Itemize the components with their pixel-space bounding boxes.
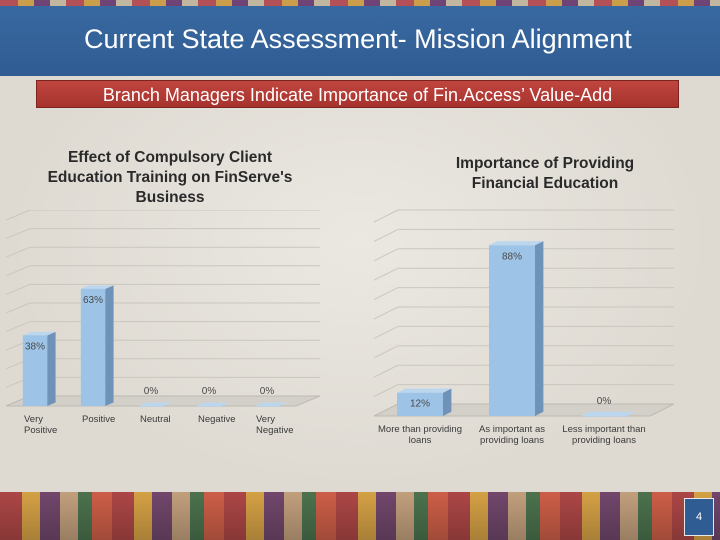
page-number-box: 4 [684,498,714,536]
chart1-side-gridline [5,302,31,314]
banner-text: Branch Managers Indicate Importance of F… [102,85,613,105]
chart2-side-gridline [373,228,399,242]
chart1-education-training-effect: 38% Very Positive 63% Positive 0% Neutral 0% Neg… [5,210,321,436]
chart1-category-label: Negative [198,414,236,425]
chart1-value-label: 38% [25,341,45,352]
page-number: 4 [695,511,703,523]
chart1-side-gridline [5,228,31,240]
chart1-value-label: 0% [260,386,275,397]
chart2-value-label: 0% [597,396,612,407]
chart2-side-gridline [373,248,399,262]
chart2-category-label: As important as providing loans [479,424,545,446]
slide-title: Current State Assessment- Mission Alignm… [84,24,632,54]
chart1-side-gridline [5,283,31,295]
chart2-side-gridline [373,364,399,378]
chart1-bar [196,402,230,407]
chart2-bar [581,411,636,417]
chart1-bar [138,402,172,407]
chart2-bar [489,241,544,416]
chart1-side-gridline [5,210,31,221]
chart1-value-label: 0% [144,386,159,397]
chart1-category-label: Very Negative [256,414,294,436]
chart2-value-label: 12% [410,399,430,410]
chart2-side-gridline [373,306,399,320]
chart2-value-label: 88% [502,251,522,262]
chart2-category-label: More than providing loans [378,424,462,446]
footer-shade [0,492,720,540]
chart2-bar [397,388,452,416]
chart2-category-label: Less important than providing loans [562,424,645,446]
chart1-title: Effect of Compulsory Client Education Tr… [47,149,293,206]
chart2-financial-education-importance: 12% More than providing loans 88% As importa… [373,209,675,446]
chart1-value-label: 63% [83,295,103,306]
chart1-category-label: Neutral [140,414,171,425]
header-photo-strip [0,0,720,6]
chart2-side-gridline [373,345,399,359]
chart1-side-gridline [5,321,31,333]
chart1-side-gridline [5,246,31,258]
chart1-bar [254,402,288,407]
chart2-side-gridline [373,384,399,398]
header-bar: Current State Assessment- Mission Alignm… [0,0,720,76]
chart1-bar [22,331,56,406]
chart1-bar [80,285,114,406]
chart2-side-gridline [373,325,399,339]
chart2-title: Importance of Providing Financial Educat… [455,155,635,192]
chart2-side-gridline [373,209,399,223]
chart2-side-gridline [373,287,399,301]
chart1-category-label: Very Positive [24,414,57,436]
chart1-side-gridline [5,265,31,277]
subtitle-banner: Branch Managers Indicate Importance of F… [36,80,679,108]
chart1-category-label: Positive [82,414,115,425]
footer-photo [0,492,720,540]
chart1-value-label: 0% [202,386,217,397]
chart2-side-gridline [373,267,399,281]
